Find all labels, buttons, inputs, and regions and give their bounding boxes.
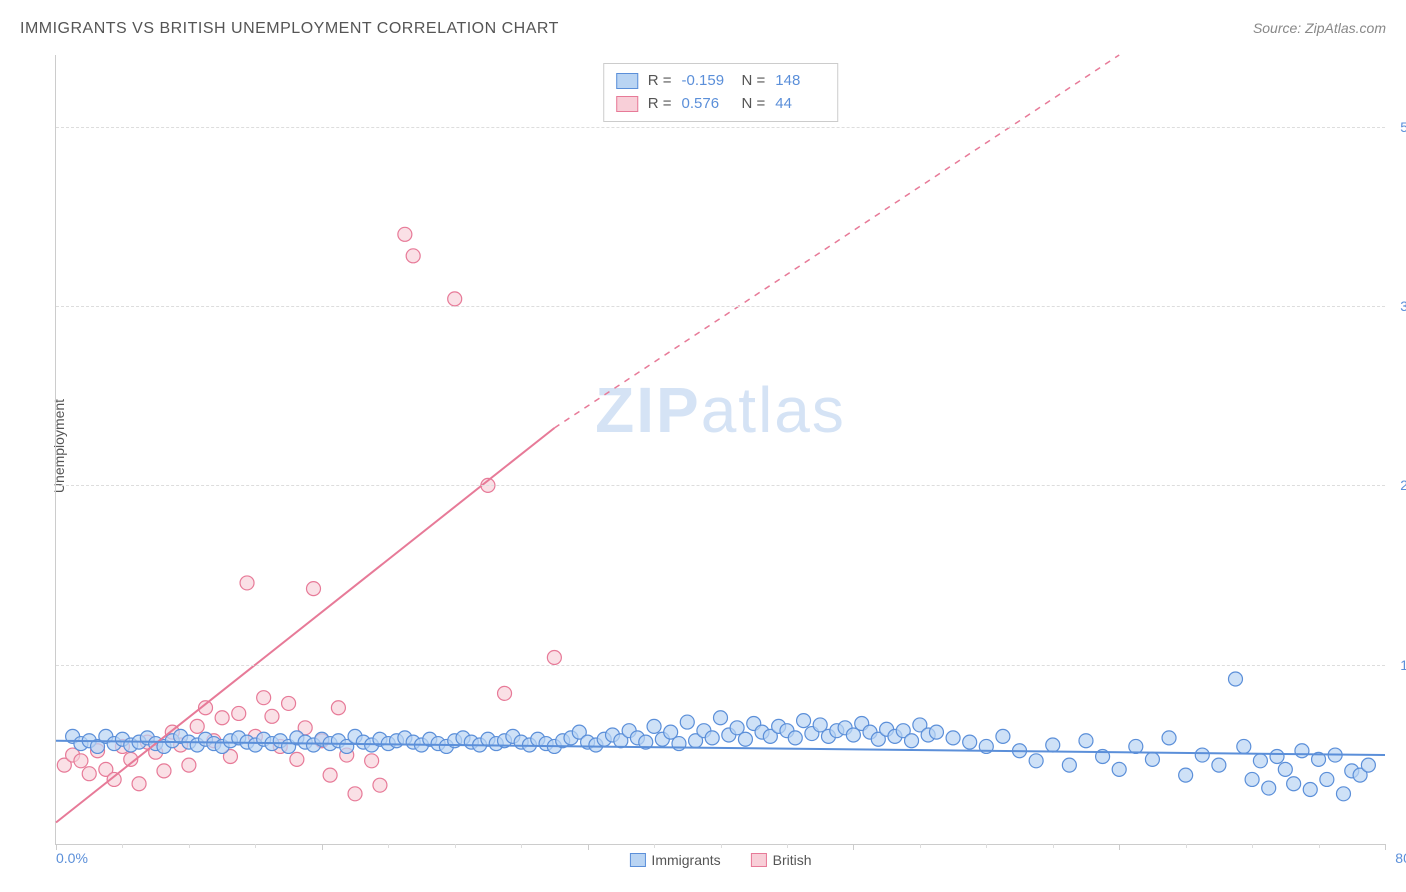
x-tick (986, 844, 987, 848)
legend-item-british: British (751, 852, 812, 868)
x-tick (787, 844, 788, 848)
swatch-british-icon (751, 853, 767, 867)
x-tick (455, 844, 456, 848)
scatter-plot-svg (56, 55, 1385, 844)
x-tick (1119, 844, 1120, 850)
x-tick (1053, 844, 1054, 848)
x-tick (56, 844, 57, 850)
r-label: R = (648, 70, 672, 93)
legend-item-immigrants: Immigrants (629, 852, 720, 868)
source-attribution: Source: ZipAtlas.com (1253, 20, 1386, 36)
x-tick (255, 844, 256, 848)
n-label: N = (742, 93, 766, 116)
x-axis-max-label: 80.0% (1395, 850, 1406, 866)
swatch-immigrants-icon (616, 73, 638, 89)
correlation-legend-box: R = -0.159 N = 148 R = 0.576 N = 44 (603, 63, 839, 122)
gridline (56, 127, 1385, 128)
r-label: R = (648, 93, 672, 116)
chart-plot-area: ZIPatlas R = -0.159 N = 148 R = 0.576 N … (55, 55, 1385, 845)
x-tick (1252, 844, 1253, 848)
r-value-british: 0.576 (682, 93, 732, 116)
x-axis-min-label: 0.0% (56, 850, 88, 866)
x-tick (588, 844, 589, 850)
y-tick-label: 25.0% (1400, 477, 1406, 493)
x-tick (122, 844, 123, 848)
x-tick (1186, 844, 1187, 848)
gridline (56, 665, 1385, 666)
legend-row-immigrants: R = -0.159 N = 148 (616, 70, 826, 93)
series-legend: Immigrants British (629, 852, 811, 868)
x-tick (322, 844, 323, 850)
n-value-british: 44 (775, 93, 825, 116)
x-tick (853, 844, 854, 850)
x-tick (654, 844, 655, 848)
n-label: N = (742, 70, 766, 93)
gridline (56, 306, 1385, 307)
legend-label-immigrants: Immigrants (651, 852, 720, 868)
x-tick (388, 844, 389, 848)
x-tick (1385, 844, 1386, 850)
x-tick (1319, 844, 1320, 848)
x-tick (189, 844, 190, 848)
x-tick (521, 844, 522, 848)
gridline (56, 485, 1385, 486)
x-tick (920, 844, 921, 848)
swatch-british-icon (616, 96, 638, 112)
legend-row-british: R = 0.576 N = 44 (616, 93, 826, 116)
y-tick-label: 12.5% (1400, 657, 1406, 673)
n-value-immigrants: 148 (775, 70, 825, 93)
y-tick-label: 37.5% (1400, 298, 1406, 314)
y-tick-label: 50.0% (1400, 119, 1406, 135)
x-tick (721, 844, 722, 848)
r-value-immigrants: -0.159 (682, 70, 732, 93)
swatch-immigrants-icon (629, 853, 645, 867)
chart-title: IMMIGRANTS VS BRITISH UNEMPLOYMENT CORRE… (20, 20, 559, 38)
legend-label-british: British (773, 852, 812, 868)
